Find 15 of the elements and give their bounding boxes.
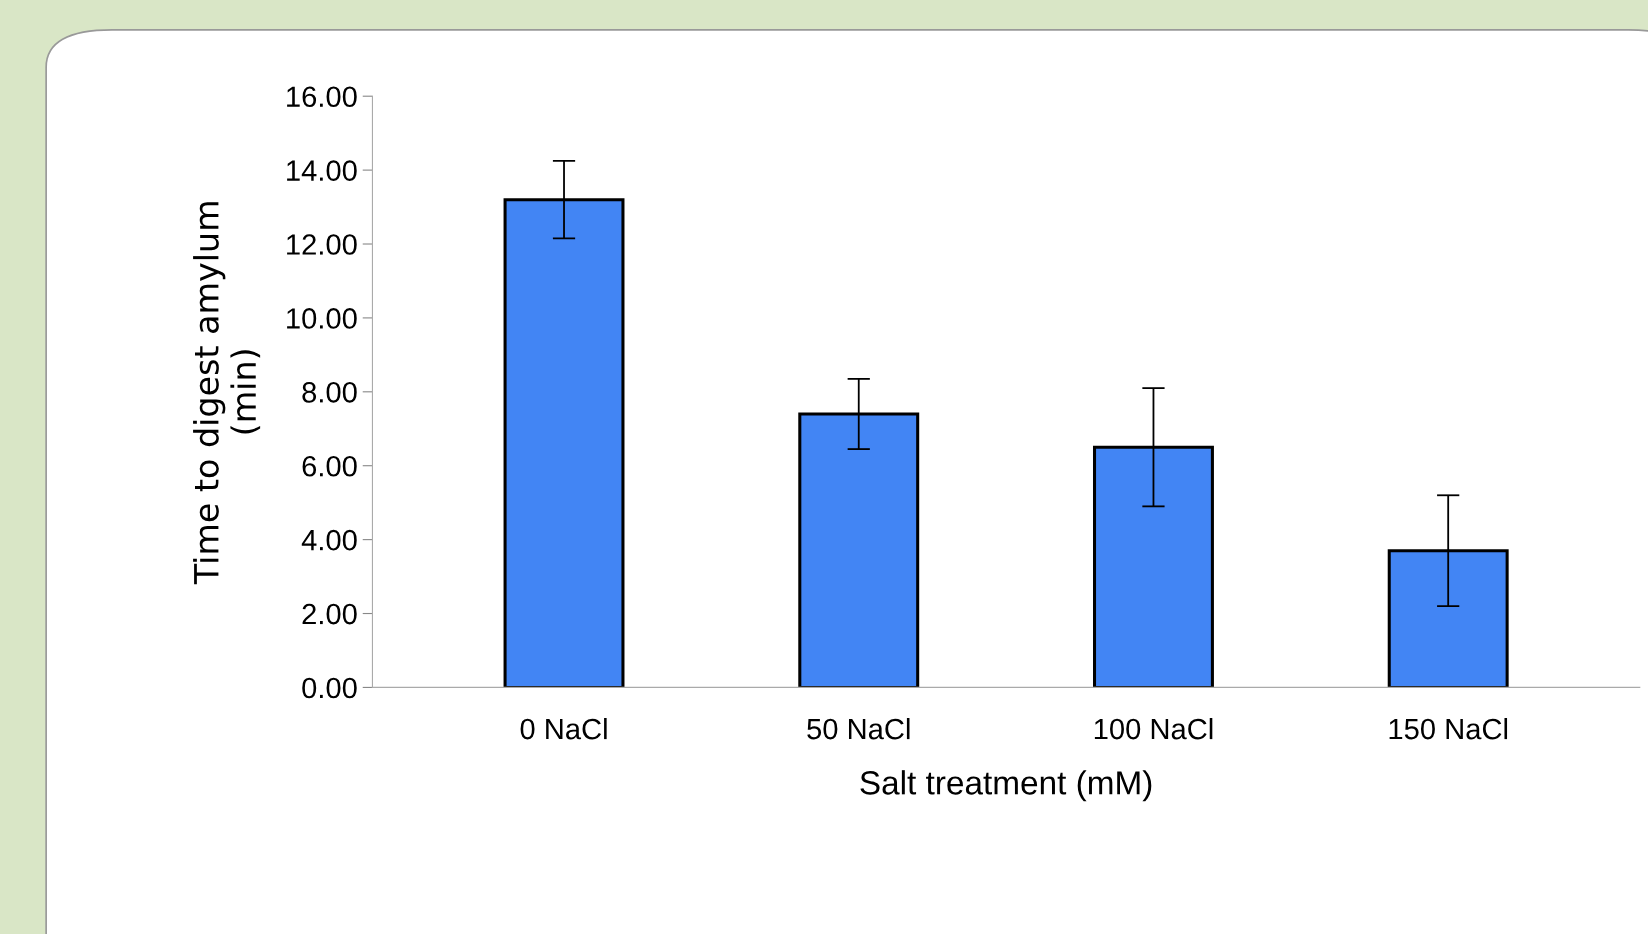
x-tick-label: 100 NaCl [1094, 717, 1213, 740]
y-tick-label: 0.00 [302, 677, 357, 699]
x-tick-label: 0 NaCl [520, 717, 607, 740]
y-tick-label: 16.00 [287, 86, 357, 108]
y-axis-title: Time to digest amylum (min) [193, 202, 261, 585]
y-tick-label: 14.00 [287, 160, 357, 181]
x-tick-label: 150 NaCl [1389, 717, 1508, 740]
y-tick-label: 8.00 [302, 382, 357, 403]
y-tick-label: 10.00 [287, 308, 357, 329]
x-tick-label: 50 NaCl [807, 717, 910, 740]
y-tick-label: 6.00 [302, 455, 357, 477]
y-tick-label: 2.00 [302, 603, 357, 625]
x-axis-title: Salt treatment (mM) [860, 770, 1152, 802]
y-tick-label: 12.00 [287, 234, 357, 255]
y-tick-label: 4.00 [301, 529, 357, 551]
